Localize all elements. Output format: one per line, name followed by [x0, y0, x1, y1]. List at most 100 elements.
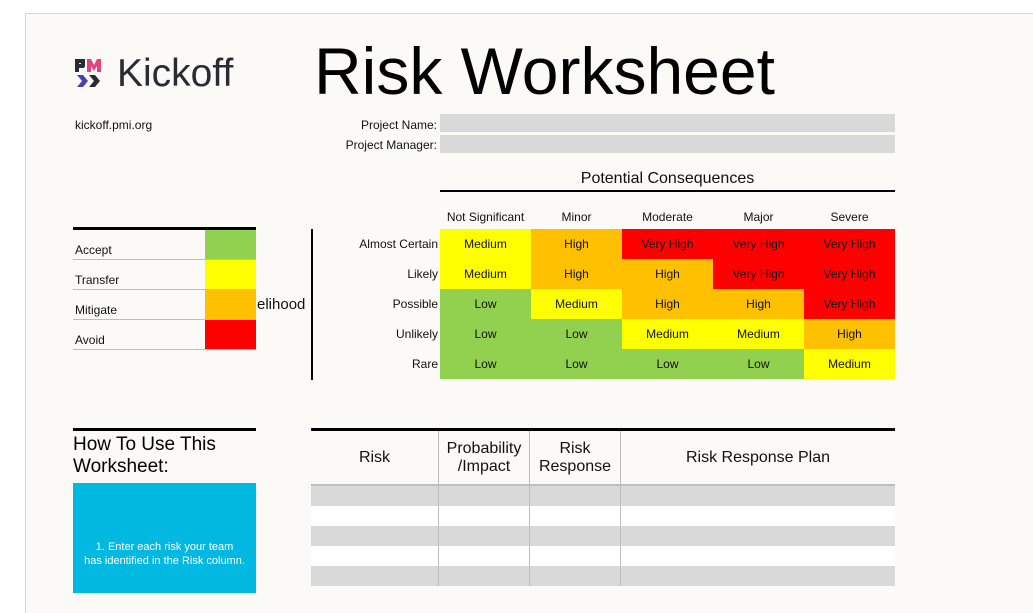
column-header: Not Significant — [446, 210, 525, 224]
risk-table-cell[interactable] — [439, 486, 530, 506]
matrix-cell: Low — [440, 349, 531, 379]
header-risk-response: Risk Response — [530, 431, 621, 484]
legend-label: Avoid — [75, 333, 105, 347]
risk-table-row — [311, 506, 895, 526]
header-text: Risk Response — [538, 439, 612, 475]
risk-table-header: Risk Probability /Impact Risk Response R… — [311, 431, 895, 486]
risk-table-cell[interactable] — [530, 486, 621, 506]
matrix-cell: Very High — [804, 259, 895, 289]
risk-table-cell[interactable] — [439, 546, 530, 566]
risk-table-row — [311, 486, 895, 506]
legend-swatch — [205, 290, 256, 319]
matrix-cell: High — [531, 259, 622, 289]
howto-step-1: 1. Enter each risk your team has identif… — [73, 540, 256, 568]
risk-table-cell[interactable] — [311, 566, 439, 586]
matrix-cell: Very High — [622, 229, 713, 259]
risk-table-cell[interactable] — [530, 546, 621, 566]
risk-table-cell[interactable] — [311, 486, 439, 506]
header-text: Risk — [358, 448, 391, 466]
risk-table-cell[interactable] — [311, 506, 439, 526]
matrix-cell: Very High — [804, 289, 895, 319]
likelihood-divider — [311, 229, 313, 380]
risk-table-row — [311, 566, 895, 586]
matrix-cell: Low — [531, 349, 622, 379]
matrix-cell: High — [804, 319, 895, 349]
header-text: Probability /Impact — [446, 439, 522, 475]
header-probability-impact: Probability /Impact — [439, 431, 530, 484]
howto-step-line: 1. Enter each risk your team — [95, 541, 234, 553]
legend-row-avoid: Avoid — [73, 320, 256, 350]
logo-wordmark: Kickoff — [117, 51, 234, 95]
risk-table-cell[interactable] — [621, 486, 895, 506]
matrix-cell: Low — [622, 349, 713, 379]
response-legend: Accept Transfer Mitigate Avoid — [73, 227, 256, 350]
project-name-label: Project Name: — [360, 118, 437, 132]
matrix-cell: Low — [440, 289, 531, 319]
howto-panel: 1. Enter each risk your team has identif… — [73, 483, 256, 593]
matrix-cell: Medium — [804, 349, 895, 379]
matrix-cell: Low — [713, 349, 804, 379]
legend-row-transfer: Transfer — [73, 260, 256, 290]
row-label: Unlikely — [395, 327, 438, 341]
column-header: Major — [743, 210, 774, 224]
project-name-field[interactable] — [440, 114, 895, 132]
risk-table-cell[interactable] — [530, 566, 621, 586]
project-manager-label: Project Manager: — [345, 138, 437, 152]
consequences-heading: Potential Consequences — [440, 170, 895, 192]
row-label: Almost Certain — [359, 237, 438, 251]
risk-table-cell[interactable] — [530, 506, 621, 526]
matrix-cell: Low — [531, 319, 622, 349]
howto-title-line: Worksheet: — [73, 456, 169, 477]
risk-table-cell[interactable] — [621, 566, 895, 586]
matrix-cell: High — [531, 229, 622, 259]
legend-label: Transfer — [75, 273, 120, 287]
legend-label: Accept — [75, 243, 112, 257]
risk-table-cell[interactable] — [439, 506, 530, 526]
matrix-cell: Medium — [440, 259, 531, 289]
risk-table-cell[interactable] — [621, 546, 895, 566]
matrix-cell: Medium — [440, 229, 531, 259]
legend-swatch — [205, 320, 256, 349]
row-label: Rare — [411, 357, 438, 371]
matrix-cell: High — [622, 289, 713, 319]
risk-table: Risk Probability /Impact Risk Response R… — [311, 428, 895, 586]
risk-table-cell[interactable] — [530, 526, 621, 546]
risk-table-cell[interactable] — [311, 546, 439, 566]
legend-row-accept: Accept — [73, 230, 256, 260]
matrix-cell: Low — [440, 319, 531, 349]
matrix-cell: Very High — [713, 259, 804, 289]
risk-table-cell[interactable] — [311, 526, 439, 546]
header-text: Risk Response Plan — [685, 448, 831, 466]
howto-title-line: How To Use This — [73, 434, 216, 455]
header-risk: Risk — [311, 431, 439, 484]
column-header: Severe — [830, 210, 869, 224]
matrix-cell: Medium — [713, 319, 804, 349]
risk-table-cell[interactable] — [439, 526, 530, 546]
legend-label: Mitigate — [75, 303, 118, 317]
column-header: Moderate — [642, 210, 693, 224]
risk-table-cell[interactable] — [439, 566, 530, 586]
matrix-cell: High — [622, 259, 713, 289]
matrix-cell: Very High — [804, 229, 895, 259]
risk-table-row — [311, 546, 895, 566]
row-label: Possible — [392, 297, 438, 311]
project-manager-field[interactable] — [440, 135, 895, 153]
site-url: kickoff.pmi.org — [75, 118, 153, 132]
header-risk-response-plan: Risk Response Plan — [621, 431, 895, 484]
matrix-cell: Medium — [531, 289, 622, 319]
risk-table-cell[interactable] — [621, 526, 895, 546]
page-title: Risk Worksheet — [314, 38, 775, 96]
pmi-kickoff-logo: Kickoff — [75, 52, 233, 94]
row-label: Likely — [407, 267, 438, 281]
column-header: Minor — [561, 210, 592, 224]
matrix-cell: Very High — [713, 229, 804, 259]
risk-matrix: Medium High Very High Very High Very High Med… — [440, 229, 895, 379]
risk-table-cell[interactable] — [621, 506, 895, 526]
legend-row-mitigate: Mitigate — [73, 290, 256, 320]
howto-step-line: has identified in the Risk column. — [84, 555, 245, 567]
howto-title: How To Use This Worksheet: — [73, 428, 256, 478]
likelihood-axis-label: elihood — [257, 296, 306, 313]
matrix-cell: High — [713, 289, 804, 319]
matrix-cell: Medium — [622, 319, 713, 349]
pmi-logo-icon — [75, 55, 111, 91]
